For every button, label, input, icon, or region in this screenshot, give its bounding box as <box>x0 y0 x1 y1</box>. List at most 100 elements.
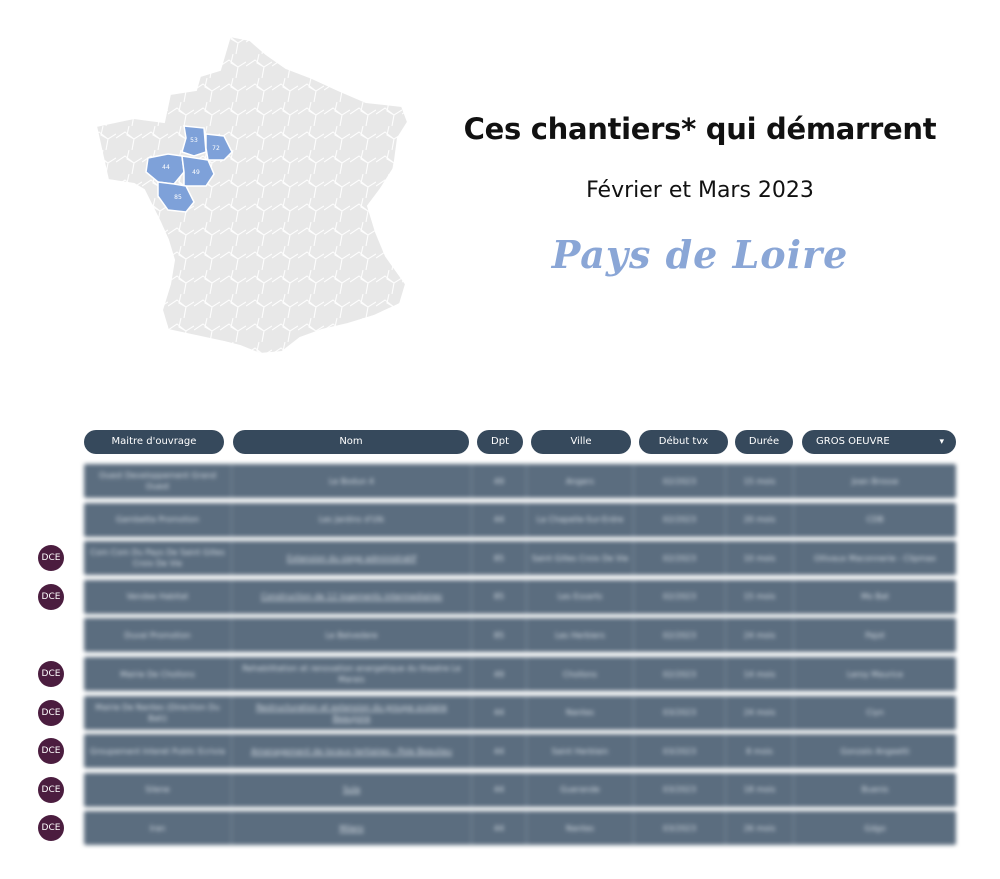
table-row[interactable]: Mairie De Chollons Rehabilitation et reno… <box>84 657 956 691</box>
cell-mo: Mairie De Nantes (Direction Du Bati) <box>84 695 232 730</box>
table-row[interactable]: Ouest Developpement Grand Ouest Le Bodun … <box>84 464 956 498</box>
cell-ville-text: Angers <box>566 476 594 486</box>
cell-lot-text: Leroy Maurice <box>846 669 904 679</box>
france-map: 53 72 44 49 85 <box>94 34 410 356</box>
cell-dpt: 49 <box>472 657 527 691</box>
cell-duree: 14 mois <box>726 657 794 691</box>
cell-nom[interactable]: Extension du siege administratif <box>232 541 472 576</box>
cell-lot: Joan Brosse <box>794 464 956 498</box>
cell-ville: Chollons <box>527 657 634 691</box>
dce-badge[interactable]: DCE <box>38 699 64 726</box>
cell-nom[interactable]: Amenagement de locaux tertiaires - Pole … <box>232 734 472 769</box>
cell-nom[interactable]: Construction de 12 logements intermediai… <box>232 579 472 614</box>
cell-duree: 26 mois <box>726 811 794 846</box>
cell-duree: 24 mois <box>726 695 794 730</box>
cell-nom[interactable]: Restructuration et extension du groupe s… <box>232 695 472 730</box>
cell-debut-text: 02/2023 <box>662 592 697 602</box>
cell-dpt: 85 <box>472 579 527 614</box>
cell-duree-text: 8 mois <box>746 746 773 756</box>
cell-duree-text: 26 mois <box>743 823 776 833</box>
table-row[interactable]: Com Com Du Pays De Saint Gilles Croix De… <box>84 541 956 576</box>
cell-mo-text: Mairie De Chollons <box>120 669 195 679</box>
cell-duree-text: 10 mois <box>743 553 776 563</box>
column-header-nom[interactable]: Nom <box>233 430 469 454</box>
cell-duree: 10 mois <box>726 541 794 576</box>
cell-dpt-text: 49 <box>493 476 505 486</box>
dce-badge[interactable]: DCE <box>38 583 64 610</box>
cell-dpt-text: 44 <box>493 746 505 756</box>
cell-mo-text: Groupement Interet Public Ecrivia <box>90 746 225 756</box>
dept-label-85: 85 <box>174 194 182 201</box>
cell-mo-text: Silene <box>145 785 170 795</box>
cell-lot-text: CDB <box>866 515 884 525</box>
cell-nom-text: Extension du siege administratif <box>286 553 417 563</box>
column-header-debut[interactable]: Début tvx <box>639 430 728 454</box>
cell-dpt-text: 44 <box>493 515 505 525</box>
dept-label-44: 44 <box>162 164 170 171</box>
cell-nom-text: Milero <box>339 823 364 833</box>
column-header-maitre-ouvrage[interactable]: Maitre d'ouvrage <box>84 430 224 454</box>
cell-mo-text: Iran <box>149 823 166 833</box>
cell-debut-text: 03/2023 <box>662 785 697 795</box>
cell-ville: Les Essarts <box>527 579 634 614</box>
lot-filter-select[interactable]: GROS OEUVRE ▾ <box>802 430 956 454</box>
cell-ville: La Chapelle-Sur-Erdre <box>527 502 634 537</box>
dce-badge[interactable]: DCE <box>38 661 64 687</box>
cell-nom: Les Jardins d'Ulk <box>232 502 472 537</box>
cell-mo: Duval Promotion <box>84 618 232 653</box>
cell-lot-text: Gonzalo Angeetti <box>840 746 910 756</box>
cell-duree-text: 14 mois <box>743 669 776 679</box>
cell-ville-text: Nantes <box>565 823 595 833</box>
cell-ville-text: Saint Herblain <box>551 746 609 756</box>
cell-nom-text: Rehabilitation et renovation energetique… <box>242 664 461 684</box>
cell-lot: CDB <box>794 503 956 537</box>
cell-duree: 15 mois <box>726 464 794 498</box>
dce-badge[interactable]: DCE <box>38 776 64 803</box>
table-row[interactable]: Gambetta Promotion Les Jardins d'Ulk 44 La … <box>84 502 956 537</box>
cell-debut: 03/2023 <box>634 734 726 769</box>
table-row[interactable]: Groupement Interet Public Ecrivia Amenage… <box>84 734 956 769</box>
cell-mo: Groupement Interet Public Ecrivia <box>84 734 232 769</box>
table-row[interactable]: Iran Milero 44 Nantes 03/2023 26 mois Gdgo <box>84 811 956 846</box>
cell-debut: 02/2023 <box>634 464 726 498</box>
cell-nom-text: Le Bodun 4 <box>328 476 374 486</box>
cell-mo: Silene <box>84 772 232 807</box>
cell-debut: 02/2023 <box>634 541 726 576</box>
column-header-ville[interactable]: Ville <box>531 430 631 454</box>
cell-nom[interactable]: Sula <box>232 772 472 807</box>
cell-mo: Mairie De Chollons <box>84 657 232 691</box>
page-title: Ces chantiers* qui démarrent <box>463 112 937 146</box>
table-row[interactable]: Silene Sula 44 Guerande 03/2023 18 mois Buenis <box>84 772 956 807</box>
cell-debut: 02/2023 <box>634 502 726 537</box>
cell-ville: Guerande <box>527 772 634 807</box>
cell-duree-text: 20 mois <box>743 515 776 525</box>
dce-badge[interactable]: DCE <box>38 815 64 842</box>
cell-ville: Les Herbiers <box>527 618 634 653</box>
cell-duree: 24 mois <box>726 618 794 653</box>
dept-44 <box>145 153 185 185</box>
cell-dpt-text: 85 <box>493 630 505 640</box>
table-row[interactable]: Vendee Habitat Construction de 12 logemen… <box>84 579 956 614</box>
cell-dpt: 44 <box>472 695 527 730</box>
cell-nom-text: Construction de 12 logements intermediai… <box>260 592 443 602</box>
table-row[interactable]: Mairie De Nantes (Direction Du Bati) Rest… <box>84 695 956 730</box>
cell-mo-text: Vendee Habitat <box>126 592 189 602</box>
cell-debut-text: 02/2023 <box>662 630 697 640</box>
cell-nom[interactable]: Milero <box>232 811 472 846</box>
cell-dpt-text: 44 <box>493 785 505 795</box>
cell-lot-text: Ciyn <box>866 708 884 718</box>
dce-badge[interactable]: DCE <box>38 545 64 572</box>
cell-dpt: 85 <box>472 541 527 576</box>
table-row[interactable]: Duval Promotion Le Belvedere 85 Les Herbier… <box>84 618 956 653</box>
cell-debut-text: 02/2023 <box>662 515 697 525</box>
dept-49 <box>181 155 215 187</box>
page-subtitle: Février et Mars 2023 <box>586 178 814 203</box>
column-header-dpt[interactable]: Dpt <box>477 430 523 454</box>
cell-debut: 03/2023 <box>634 772 726 807</box>
dce-badge[interactable]: DCE <box>38 738 64 765</box>
cell-dpt-text: 49 <box>493 669 505 679</box>
column-header-duree[interactable]: Durée <box>735 430 793 454</box>
cell-nom-text: Restructuration et extension du groupe s… <box>256 702 447 723</box>
cell-lot: Mo Bat <box>794 580 956 614</box>
cell-lot-text: Pajot <box>865 630 885 640</box>
